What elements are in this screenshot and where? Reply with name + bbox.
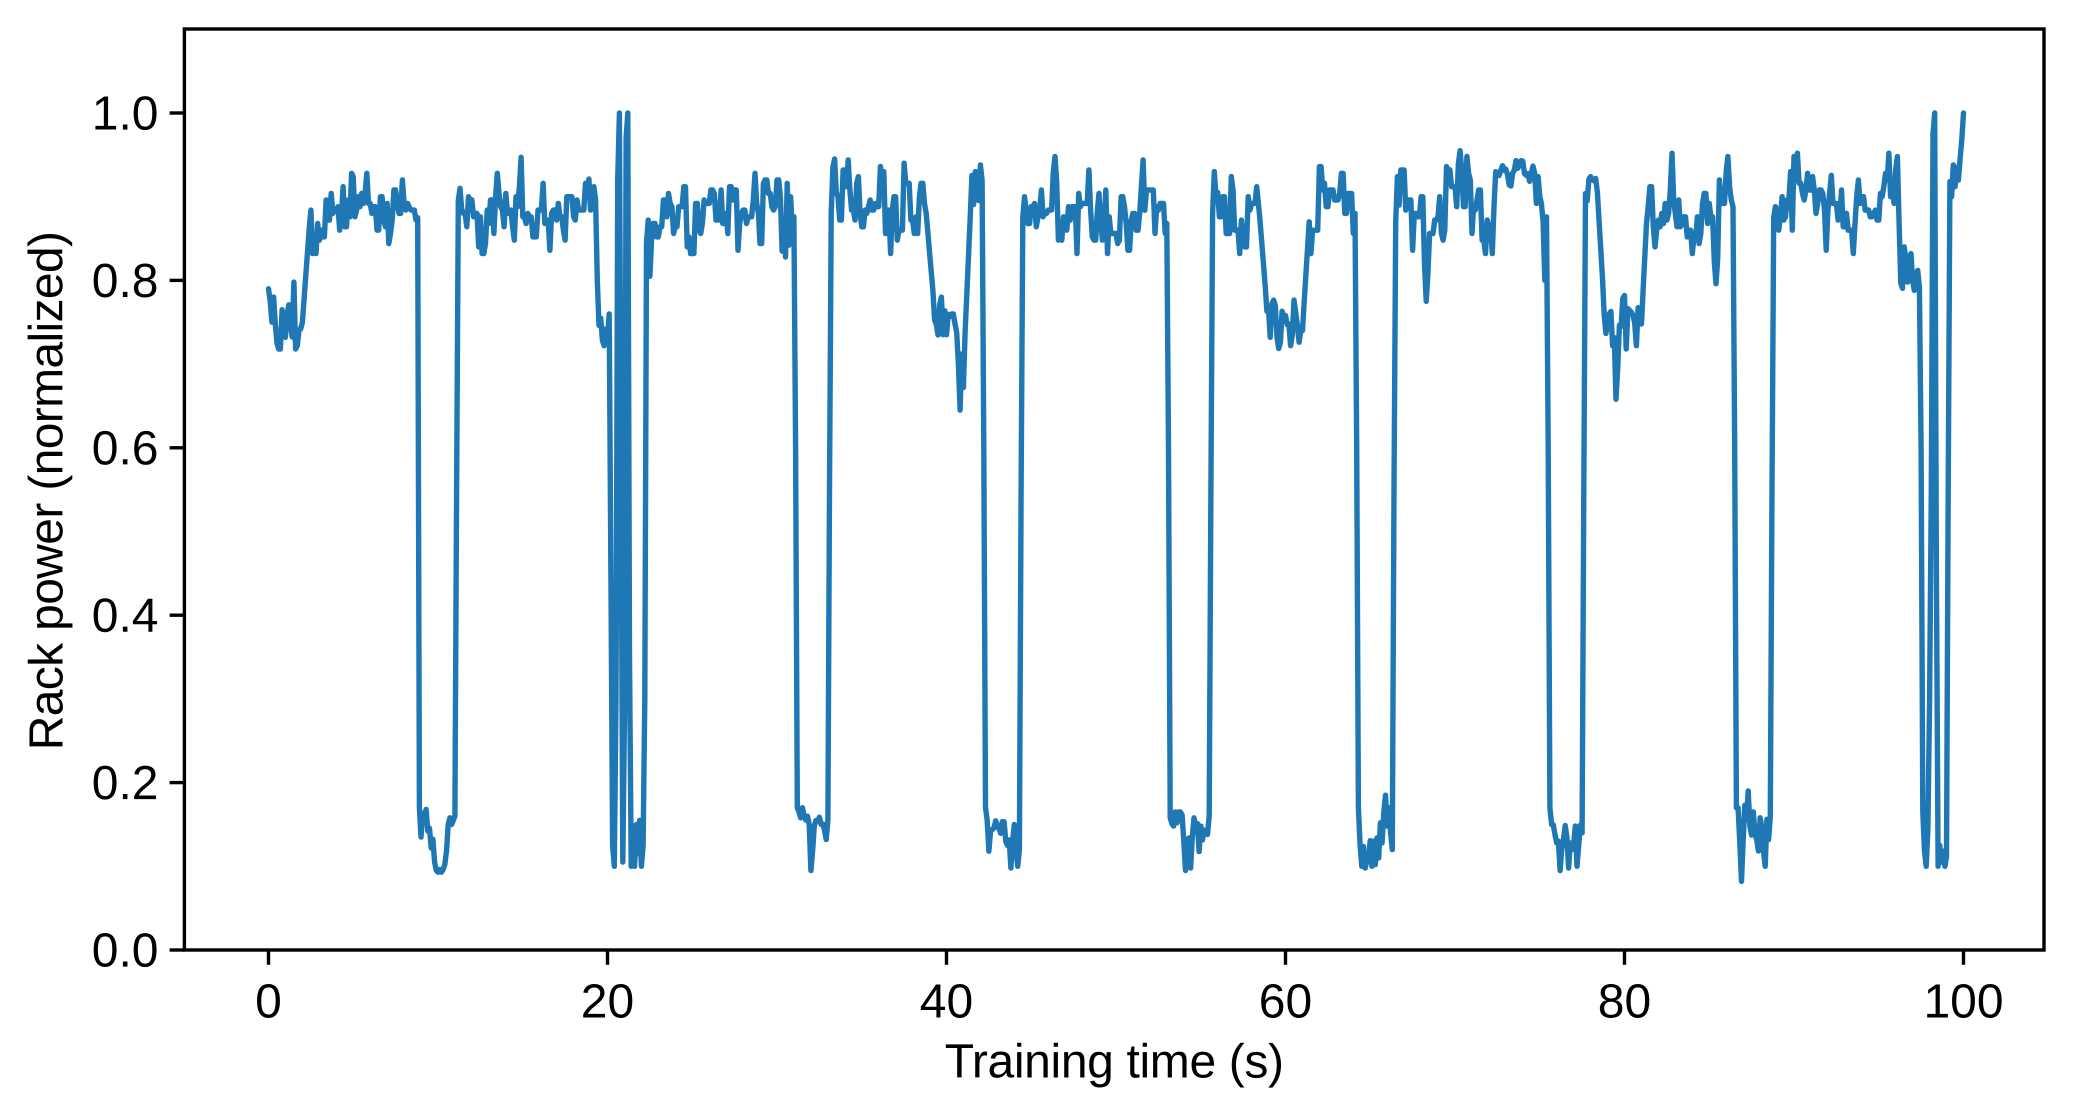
svg-text:0.8: 0.8 xyxy=(92,255,159,308)
svg-text:40: 40 xyxy=(920,975,973,1028)
svg-text:Rack power (normalized): Rack power (normalized) xyxy=(20,232,73,751)
svg-text:0.0: 0.0 xyxy=(92,925,159,978)
svg-text:20: 20 xyxy=(581,975,634,1028)
svg-text:80: 80 xyxy=(1598,975,1651,1028)
svg-text:0.2: 0.2 xyxy=(92,757,159,810)
svg-text:0: 0 xyxy=(255,975,282,1028)
svg-text:1.0: 1.0 xyxy=(92,88,159,141)
svg-text:0.6: 0.6 xyxy=(92,422,159,475)
svg-text:0.4: 0.4 xyxy=(92,590,159,643)
svg-text:100: 100 xyxy=(1923,975,2003,1028)
svg-text:Training time (s): Training time (s) xyxy=(945,1035,1284,1088)
svg-text:60: 60 xyxy=(1259,975,1312,1028)
